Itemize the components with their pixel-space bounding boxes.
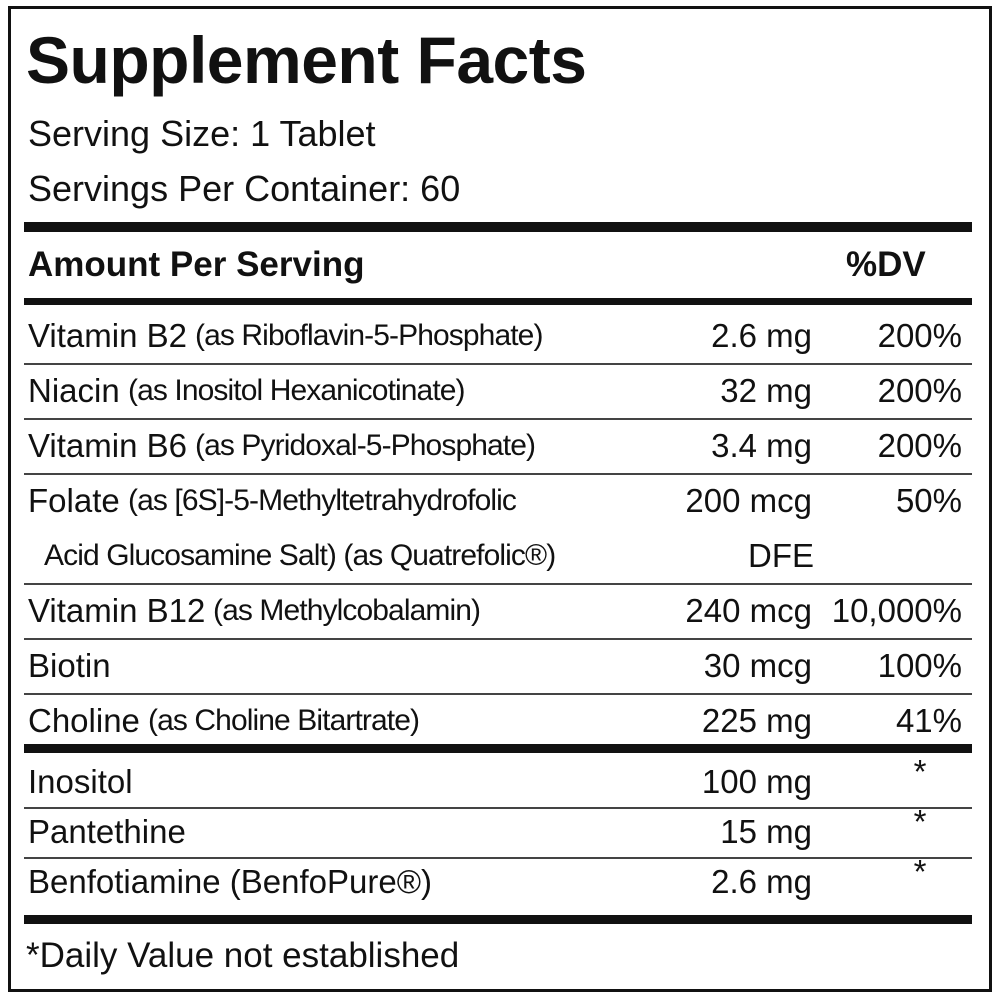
row-dv: 200% — [877, 316, 962, 354]
amount-header: Amount Per Serving — [28, 245, 365, 284]
row-dv: 200% — [877, 426, 962, 464]
thick-rule — [24, 915, 972, 924]
row-rule — [24, 693, 972, 695]
thick-rule — [24, 744, 972, 753]
row-rule — [24, 638, 972, 640]
row-rule — [24, 473, 972, 475]
row-amount: 225 mg — [701, 701, 812, 739]
row-dv: 41% — [895, 701, 962, 739]
row-rule — [24, 857, 972, 859]
row-name: Niacin — [28, 371, 120, 409]
row-dv: * — [913, 853, 927, 890]
row-detail: (as Riboflavin-5-Phosphate) — [195, 318, 543, 352]
row-name: Vitamin B2 — [28, 316, 187, 354]
row-amount: 2.6 mg — [711, 316, 812, 354]
servings-per-container: Servings Per Container: 60 — [28, 168, 461, 209]
row-amount: 100 mg — [701, 763, 812, 800]
row-amount: 240 mcg — [685, 591, 812, 629]
row-rule — [24, 418, 972, 420]
row-name: Inositol — [28, 763, 133, 800]
row-name: Choline — [28, 701, 140, 739]
row-dv: * — [913, 803, 927, 840]
row-detail: Acid Glucosamine Salt) (as Quatrefolic®) — [44, 538, 556, 572]
row-detail: (as Choline Bitartrate) — [148, 703, 420, 737]
serving-size: Serving Size: 1 Tablet — [28, 113, 376, 154]
row-dv: 50% — [895, 481, 962, 519]
row-dv: 200% — [877, 371, 962, 409]
row-name: Pantethine — [28, 813, 186, 850]
row-name: Biotin — [28, 646, 111, 684]
row-amount: 30 mcg — [703, 646, 812, 684]
row-dv: 100% — [877, 646, 962, 684]
row-detail: (as [6S]-5-Methyltetrahydrofolic — [128, 483, 517, 517]
row-detail: (as Pyridoxal-5-Phosphate) — [195, 428, 536, 462]
row-dv: 10,000% — [831, 591, 962, 629]
row-name: Folate — [28, 481, 120, 519]
thick-rule — [24, 298, 972, 305]
row-name: Vitamin B12 — [28, 591, 206, 629]
row-rule — [24, 363, 972, 365]
thick-rule — [24, 222, 972, 232]
row-dv: * — [913, 753, 927, 790]
row-amount: 32 mg — [720, 371, 812, 409]
row-amount: DFE — [748, 536, 814, 574]
dv-header: %DV — [846, 245, 926, 284]
row-name: Benfotiamine (BenfoPure®) — [28, 863, 433, 900]
row-amount: 2.6 mg — [711, 863, 812, 900]
row-rule — [24, 807, 972, 809]
row-amount: 15 mg — [720, 813, 812, 850]
footnote: *Daily Value not established — [26, 936, 460, 975]
row-detail: (as Methylcobalamin) — [213, 593, 481, 627]
row-detail: (as Inositol Hexanicotinate) — [128, 373, 466, 407]
row-rule — [24, 583, 972, 585]
label-title: Supplement Facts — [26, 23, 587, 97]
row-amount: 3.4 mg — [711, 426, 812, 464]
row-amount: 200 mcg — [685, 481, 812, 519]
label-border — [8, 6, 992, 992]
row-name: Vitamin B6 — [28, 426, 187, 464]
